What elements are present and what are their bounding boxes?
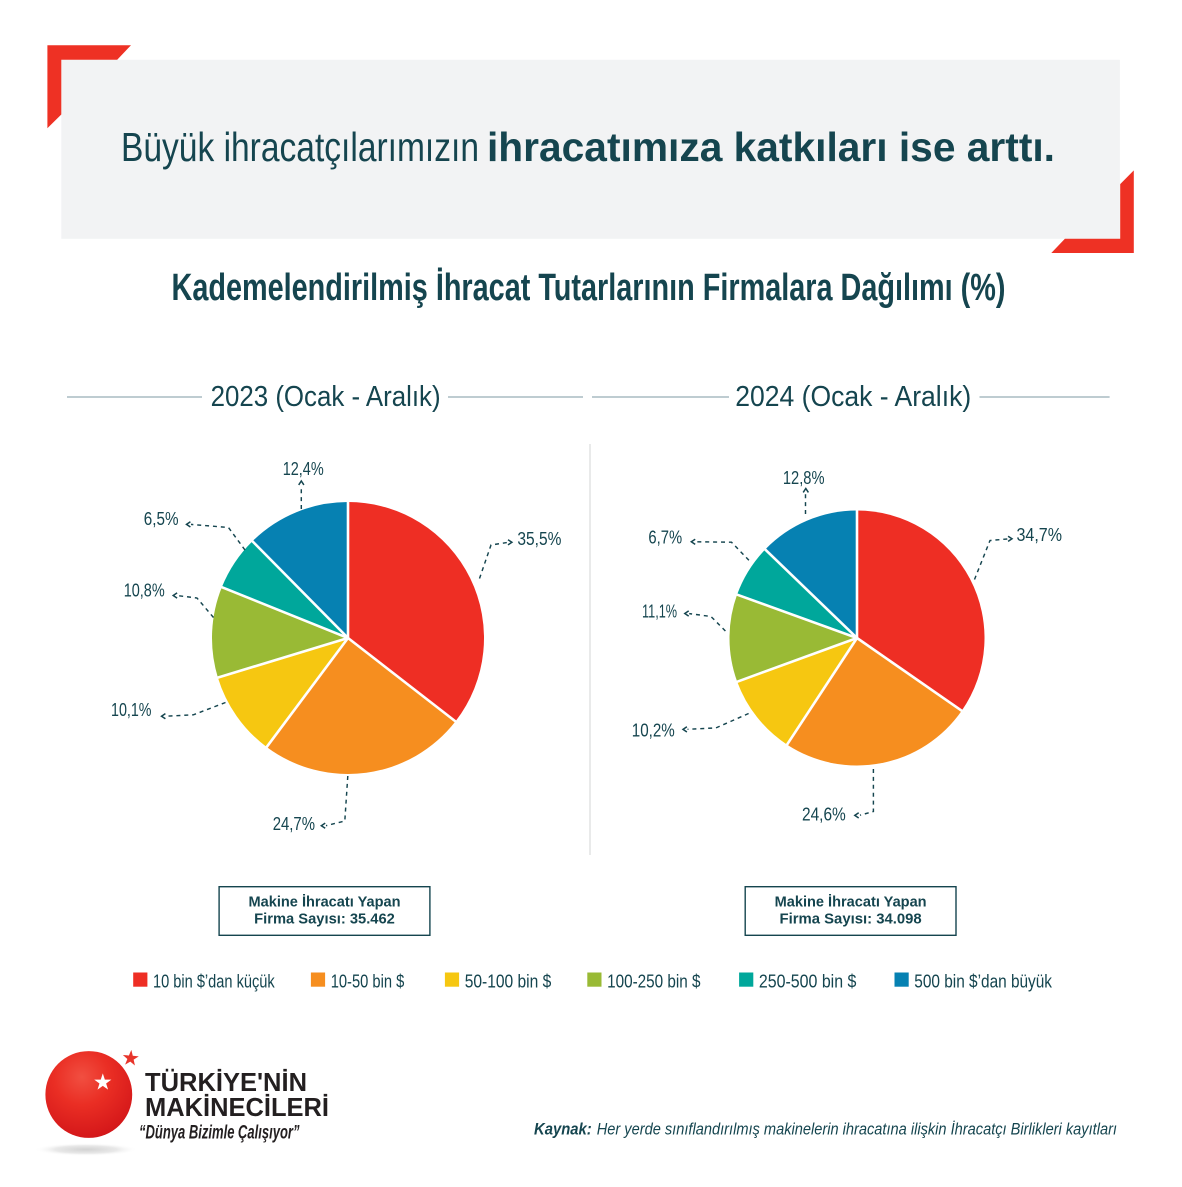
svg-text:“Dünya Bizimle Çalışıyor”: “Dünya Bizimle Çalışıyor” [139,1123,300,1144]
svg-text:500 bin $’dan büyük: 500 bin $’dan büyük [914,970,1052,991]
svg-text:10,8%: 10,8% [124,579,165,600]
svg-text:35,5%: 35,5% [517,528,561,549]
svg-text:Makine İhracatı Yapan: Makine İhracatı Yapan [249,893,401,910]
svg-text:12,8%: 12,8% [783,467,825,488]
svg-text:34,7%: 34,7% [1017,524,1063,545]
svg-text:Firma Sayısı: 35.462: Firma Sayısı: 35.462 [254,912,395,928]
svg-text:100-250 bin $: 100-250 bin $ [607,970,700,991]
svg-text:Firma Sayısı: 34.098: Firma Sayısı: 34.098 [780,912,922,928]
svg-text:2024 (Ocak - Aralık): 2024 (Ocak - Aralık) [735,381,971,413]
svg-text:6,7%: 6,7% [648,527,682,548]
svg-text:MAKİNECİLERİ: MAKİNECİLERİ [145,1092,329,1122]
svg-text:50-100 bin $: 50-100 bin $ [465,970,552,991]
svg-text:Makine İhracatı Yapan: Makine İhracatı Yapan [775,893,927,910]
svg-text:Kademelendirilmiş İhracat Tuta: Kademelendirilmiş İhracat Tutarlarının F… [172,267,1006,309]
svg-text:TÜRKİYE'NİN: TÜRKİYE'NİN [145,1067,307,1097]
svg-text:24,6%: 24,6% [802,803,846,824]
svg-text:ihracatımıza katkıları ise art: ihracatımıza katkıları ise arttı. [487,124,1055,170]
svg-text:24,7%: 24,7% [273,813,315,834]
svg-text:6,5%: 6,5% [144,508,179,529]
svg-text:Her yerde sınıflandırılmış mak: Her yerde sınıflandırılmış makinelerin i… [597,1120,1117,1139]
svg-text:11,1%: 11,1% [642,601,677,622]
svg-text:250-500 bin $: 250-500 bin $ [759,970,857,991]
svg-text:10 bin $’dan küçük: 10 bin $’dan küçük [153,970,275,991]
svg-text:10-50 bin $: 10-50 bin $ [331,970,405,991]
svg-text:Büyük ihracatçılarımızın: Büyük ihracatçılarımızın [121,124,479,170]
svg-text:12,4%: 12,4% [283,458,324,479]
svg-text:Kaynak:: Kaynak: [534,1120,592,1139]
svg-text:10,2%: 10,2% [632,720,675,741]
svg-text:2023 (Ocak - Aralık): 2023 (Ocak - Aralık) [211,381,441,413]
svg-text:10,1%: 10,1% [111,699,152,720]
